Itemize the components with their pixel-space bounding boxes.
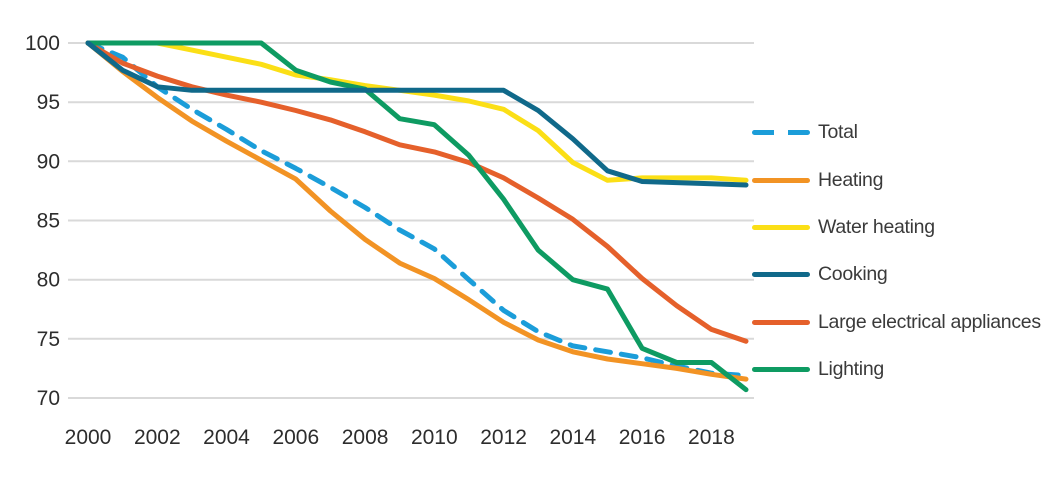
legend-item-large-electrical-appliances: Large electrical appliances [752, 299, 1041, 346]
series-line-cooking [85, 40, 749, 188]
series-line-heating [85, 40, 749, 382]
x-tick-label-2014: 2014 [549, 426, 596, 449]
y-tick-label-100: 100 [25, 32, 60, 55]
legend-label-lighting: Lighting [818, 358, 884, 381]
x-tick-label-2006: 2006 [272, 426, 319, 449]
legend-item-water-heating: Water heating [752, 204, 1041, 251]
legend-item-lighting: Lighting [752, 346, 1041, 393]
series-line-water-heating [85, 40, 749, 183]
x-tick-label-2018: 2018 [688, 426, 735, 449]
legend-swatch-water-heating-icon [752, 224, 810, 230]
chart-legend: Total Heating Water heating Cooking Larg… [752, 109, 1041, 393]
legend-swatch-cooking-icon [752, 272, 810, 278]
x-tick-label-2002: 2002 [134, 426, 181, 449]
x-tick-label-2000: 2000 [65, 426, 112, 449]
y-tick-label-85: 85 [37, 210, 60, 233]
legend-item-total: Total [752, 109, 1041, 156]
legend-swatch-total-icon [752, 130, 810, 136]
y-tick-label-70: 70 [37, 387, 60, 410]
legend-label-water-heating: Water heating [818, 215, 935, 238]
legend-item-heating: Heating [752, 156, 1041, 203]
x-tick-label-2008: 2008 [342, 426, 389, 449]
legend-label-cooking: Cooking [818, 263, 888, 286]
y-tick-label-90: 90 [37, 150, 60, 173]
legend-swatch-lighting-icon [752, 367, 810, 373]
legend-item-cooking: Cooking [752, 251, 1041, 298]
series-line-total [85, 40, 749, 378]
legend-label-heating: Heating [818, 168, 884, 191]
x-tick-label-2012: 2012 [480, 426, 527, 449]
y-tick-label-80: 80 [37, 269, 60, 292]
series-line-lighting [85, 40, 749, 393]
y-tick-label-95: 95 [37, 91, 60, 114]
y-tick-label-75: 75 [37, 328, 60, 351]
x-tick-label-2010: 2010 [411, 426, 458, 449]
legend-swatch-large-electrical-appliances-icon [752, 319, 810, 325]
x-tick-label-2016: 2016 [619, 426, 666, 449]
x-tick-label-2004: 2004 [203, 426, 250, 449]
legend-label-total: Total [818, 121, 858, 144]
legend-swatch-heating-icon [752, 177, 810, 183]
legend-label-large-electrical-appliances: Large electrical appliances [818, 310, 1041, 333]
